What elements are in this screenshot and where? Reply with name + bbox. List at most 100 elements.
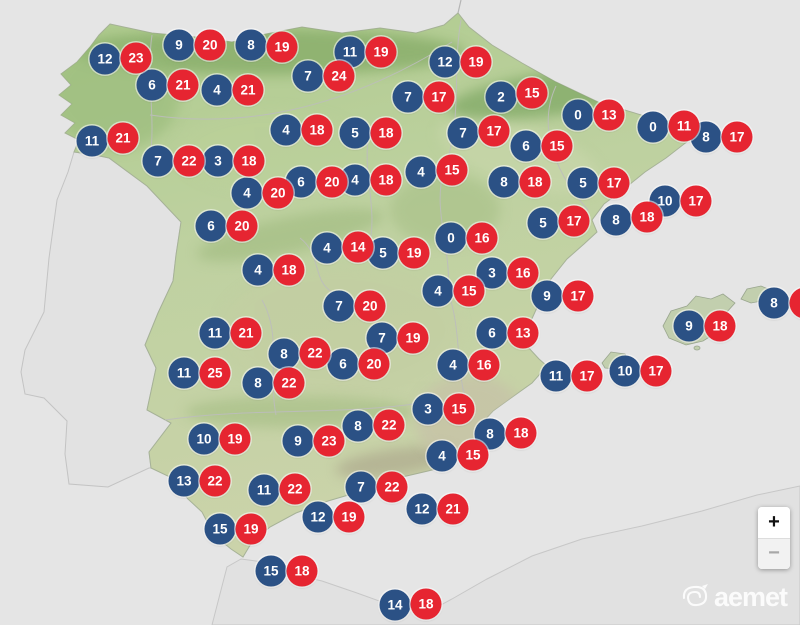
max-temp-marker[interactable]: 21: [232, 74, 264, 106]
min-temp-marker[interactable]: 10: [609, 355, 641, 387]
max-temp-marker[interactable]: 19: [398, 237, 430, 269]
max-temp-marker[interactable]: 17: [640, 355, 672, 387]
max-temp-marker[interactable]: 19: [266, 31, 298, 63]
max-temp-marker[interactable]: 18: [273, 254, 305, 286]
max-temp-marker[interactable]: 15: [541, 130, 573, 162]
min-temp-marker[interactable]: 11: [76, 125, 108, 157]
min-temp-marker[interactable]: 7: [447, 117, 479, 149]
min-temp-marker[interactable]: 7: [292, 60, 324, 92]
max-temp-marker[interactable]: 20: [226, 210, 258, 242]
max-temp-marker[interactable]: 23: [313, 425, 345, 457]
min-temp-marker[interactable]: 8: [268, 338, 300, 370]
min-temp-marker[interactable]: 12: [302, 501, 334, 533]
min-temp-marker[interactable]: 10: [188, 423, 220, 455]
max-temp-marker[interactable]: 13: [593, 99, 625, 131]
max-temp-marker[interactable]: 13: [507, 317, 539, 349]
min-temp-marker[interactable]: 7: [323, 290, 355, 322]
min-temp-marker[interactable]: 2: [485, 81, 517, 113]
max-temp-marker[interactable]: 15: [457, 439, 489, 471]
min-temp-marker[interactable]: 8: [342, 410, 374, 442]
max-temp-marker[interactable]: 18: [704, 310, 736, 342]
max-temp-marker[interactable]: 15: [436, 154, 468, 186]
min-temp-marker[interactable]: 4: [437, 349, 469, 381]
max-temp-marker[interactable]: 21: [437, 493, 469, 525]
max-temp-marker[interactable]: 17: [478, 115, 510, 147]
min-temp-marker[interactable]: 0: [562, 99, 594, 131]
max-temp-marker[interactable]: 19: [397, 322, 429, 354]
max-temp-marker[interactable]: 15: [453, 275, 485, 307]
min-temp-marker[interactable]: 5: [367, 237, 399, 269]
min-temp-marker[interactable]: 4: [426, 440, 458, 472]
min-temp-marker[interactable]: 11: [248, 474, 280, 506]
max-temp-marker[interactable]: 18: [301, 114, 333, 146]
max-temp-marker[interactable]: 21: [167, 69, 199, 101]
max-temp-marker[interactable]: 17: [598, 167, 630, 199]
max-temp-marker[interactable]: [789, 287, 800, 319]
max-temp-marker[interactable]: 14: [342, 231, 374, 263]
max-temp-marker[interactable]: 15: [516, 77, 548, 109]
max-temp-marker[interactable]: 22: [373, 409, 405, 441]
max-temp-marker[interactable]: 20: [194, 29, 226, 61]
max-temp-marker[interactable]: 22: [279, 473, 311, 505]
max-temp-marker[interactable]: 16: [507, 257, 539, 289]
min-temp-marker[interactable]: 9: [673, 310, 705, 342]
min-temp-marker[interactable]: 5: [339, 117, 371, 149]
min-temp-marker[interactable]: 15: [204, 513, 236, 545]
max-temp-marker[interactable]: 20: [354, 290, 386, 322]
min-temp-marker[interactable]: 7: [392, 81, 424, 113]
max-temp-marker[interactable]: 19: [365, 36, 397, 68]
min-temp-marker[interactable]: 4: [311, 232, 343, 264]
max-temp-marker[interactable]: 17: [423, 81, 455, 113]
min-temp-marker[interactable]: 15: [255, 555, 287, 587]
max-temp-marker[interactable]: 19: [333, 501, 365, 533]
max-temp-marker[interactable]: 18: [505, 417, 537, 449]
max-temp-marker[interactable]: 22: [173, 145, 205, 177]
max-temp-marker[interactable]: 18: [410, 588, 442, 620]
min-temp-marker[interactable]: 6: [510, 130, 542, 162]
max-temp-marker[interactable]: 21: [107, 122, 139, 154]
max-temp-marker[interactable]: 24: [323, 60, 355, 92]
max-temp-marker[interactable]: 11: [668, 110, 700, 142]
min-temp-marker[interactable]: 11: [168, 357, 200, 389]
min-temp-marker[interactable]: 7: [142, 145, 174, 177]
max-temp-marker[interactable]: 18: [233, 145, 265, 177]
min-temp-marker[interactable]: 9: [282, 425, 314, 457]
min-temp-marker[interactable]: 13: [168, 465, 200, 497]
min-temp-marker[interactable]: 11: [199, 317, 231, 349]
min-temp-marker[interactable]: 8: [758, 287, 790, 319]
min-temp-marker[interactable]: 4: [231, 177, 263, 209]
min-temp-marker[interactable]: 5: [527, 207, 559, 239]
max-temp-marker[interactable]: 17: [721, 121, 753, 153]
min-temp-marker[interactable]: 8: [488, 166, 520, 198]
max-temp-marker[interactable]: 19: [219, 423, 251, 455]
max-temp-marker[interactable]: 23: [120, 42, 152, 74]
max-temp-marker[interactable]: 18: [519, 166, 551, 198]
min-temp-marker[interactable]: 12: [429, 46, 461, 78]
max-temp-marker[interactable]: 17: [680, 185, 712, 217]
min-temp-marker[interactable]: 12: [406, 493, 438, 525]
max-temp-marker[interactable]: 20: [316, 166, 348, 198]
min-temp-marker[interactable]: 8: [600, 204, 632, 236]
min-temp-marker[interactable]: 5: [567, 167, 599, 199]
max-temp-marker[interactable]: 18: [286, 555, 318, 587]
max-temp-marker[interactable]: 16: [468, 349, 500, 381]
min-temp-marker[interactable]: 7: [345, 471, 377, 503]
min-temp-marker[interactable]: 6: [327, 348, 359, 380]
min-temp-marker[interactable]: 8: [235, 29, 267, 61]
max-temp-marker[interactable]: 22: [273, 367, 305, 399]
min-temp-marker[interactable]: 0: [637, 111, 669, 143]
min-temp-marker[interactable]: 3: [412, 393, 444, 425]
max-temp-marker[interactable]: 18: [370, 117, 402, 149]
min-temp-marker[interactable]: 8: [242, 367, 274, 399]
min-temp-marker[interactable]: 11: [540, 360, 572, 392]
max-temp-marker[interactable]: 22: [299, 337, 331, 369]
min-temp-marker[interactable]: 0: [435, 222, 467, 254]
max-temp-marker[interactable]: 19: [235, 513, 267, 545]
max-temp-marker[interactable]: 20: [262, 177, 294, 209]
max-temp-marker[interactable]: 22: [376, 471, 408, 503]
max-temp-marker[interactable]: 16: [466, 222, 498, 254]
min-temp-marker[interactable]: 4: [405, 156, 437, 188]
min-temp-marker[interactable]: 9: [163, 29, 195, 61]
zoom-in-button[interactable]: +: [758, 507, 790, 539]
